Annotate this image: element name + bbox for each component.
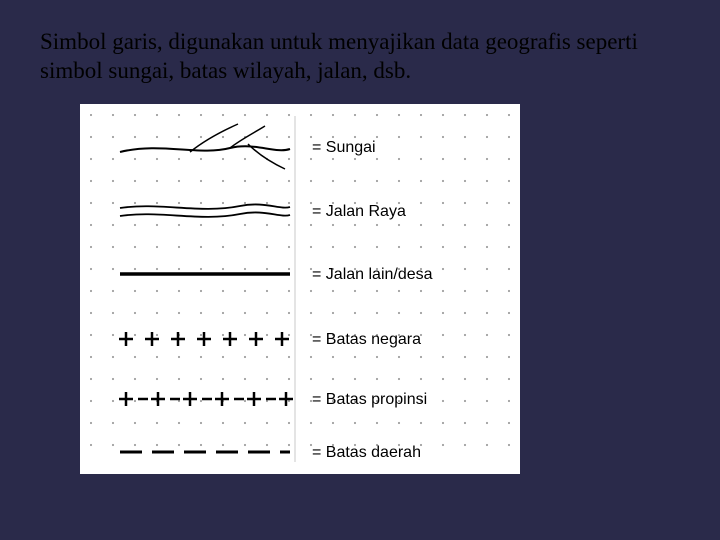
label-river: = Sungai	[312, 139, 376, 156]
label-highway: = Jalan Raya	[312, 203, 406, 220]
label-nation-border: = Batas negara	[312, 331, 421, 348]
dot-grid	[90, 114, 510, 464]
label-province-border: = Batas propinsi	[312, 391, 427, 408]
label-region-border: = Batas daerah	[312, 444, 421, 461]
label-village-road: = Jalan lain/desa	[312, 266, 433, 283]
legend-svg: = Sungai = Jalan Raya = Jalan lain/desa	[80, 104, 520, 474]
legend-panel: = Sungai = Jalan Raya = Jalan lain/desa	[80, 104, 520, 474]
slide-title: Simbol garis, digunakan untuk menyajikan…	[40, 28, 680, 86]
slide: Simbol garis, digunakan untuk menyajikan…	[0, 0, 720, 540]
